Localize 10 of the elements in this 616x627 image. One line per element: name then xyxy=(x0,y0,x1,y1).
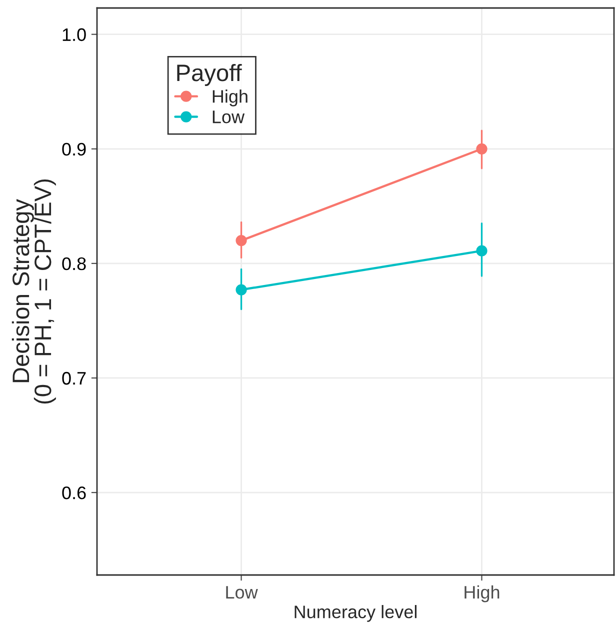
legend-label: High xyxy=(212,90,248,106)
y-tick-label: 0.6 xyxy=(62,486,86,500)
y-tick-label: 0.8 xyxy=(62,257,86,270)
legend-title: Payoff xyxy=(177,64,242,86)
y-tick-label: 0.7 xyxy=(62,372,86,385)
y-tick-label: 1.0 xyxy=(62,28,86,42)
legend-label: Low xyxy=(212,110,245,124)
x-axis-title: Numeracy level xyxy=(294,605,417,622)
y-tick-label: 0.9 xyxy=(62,142,86,156)
y-axis-title: Decision Strategy (0 = PH, 1 = CPT/EV) xyxy=(12,179,56,404)
